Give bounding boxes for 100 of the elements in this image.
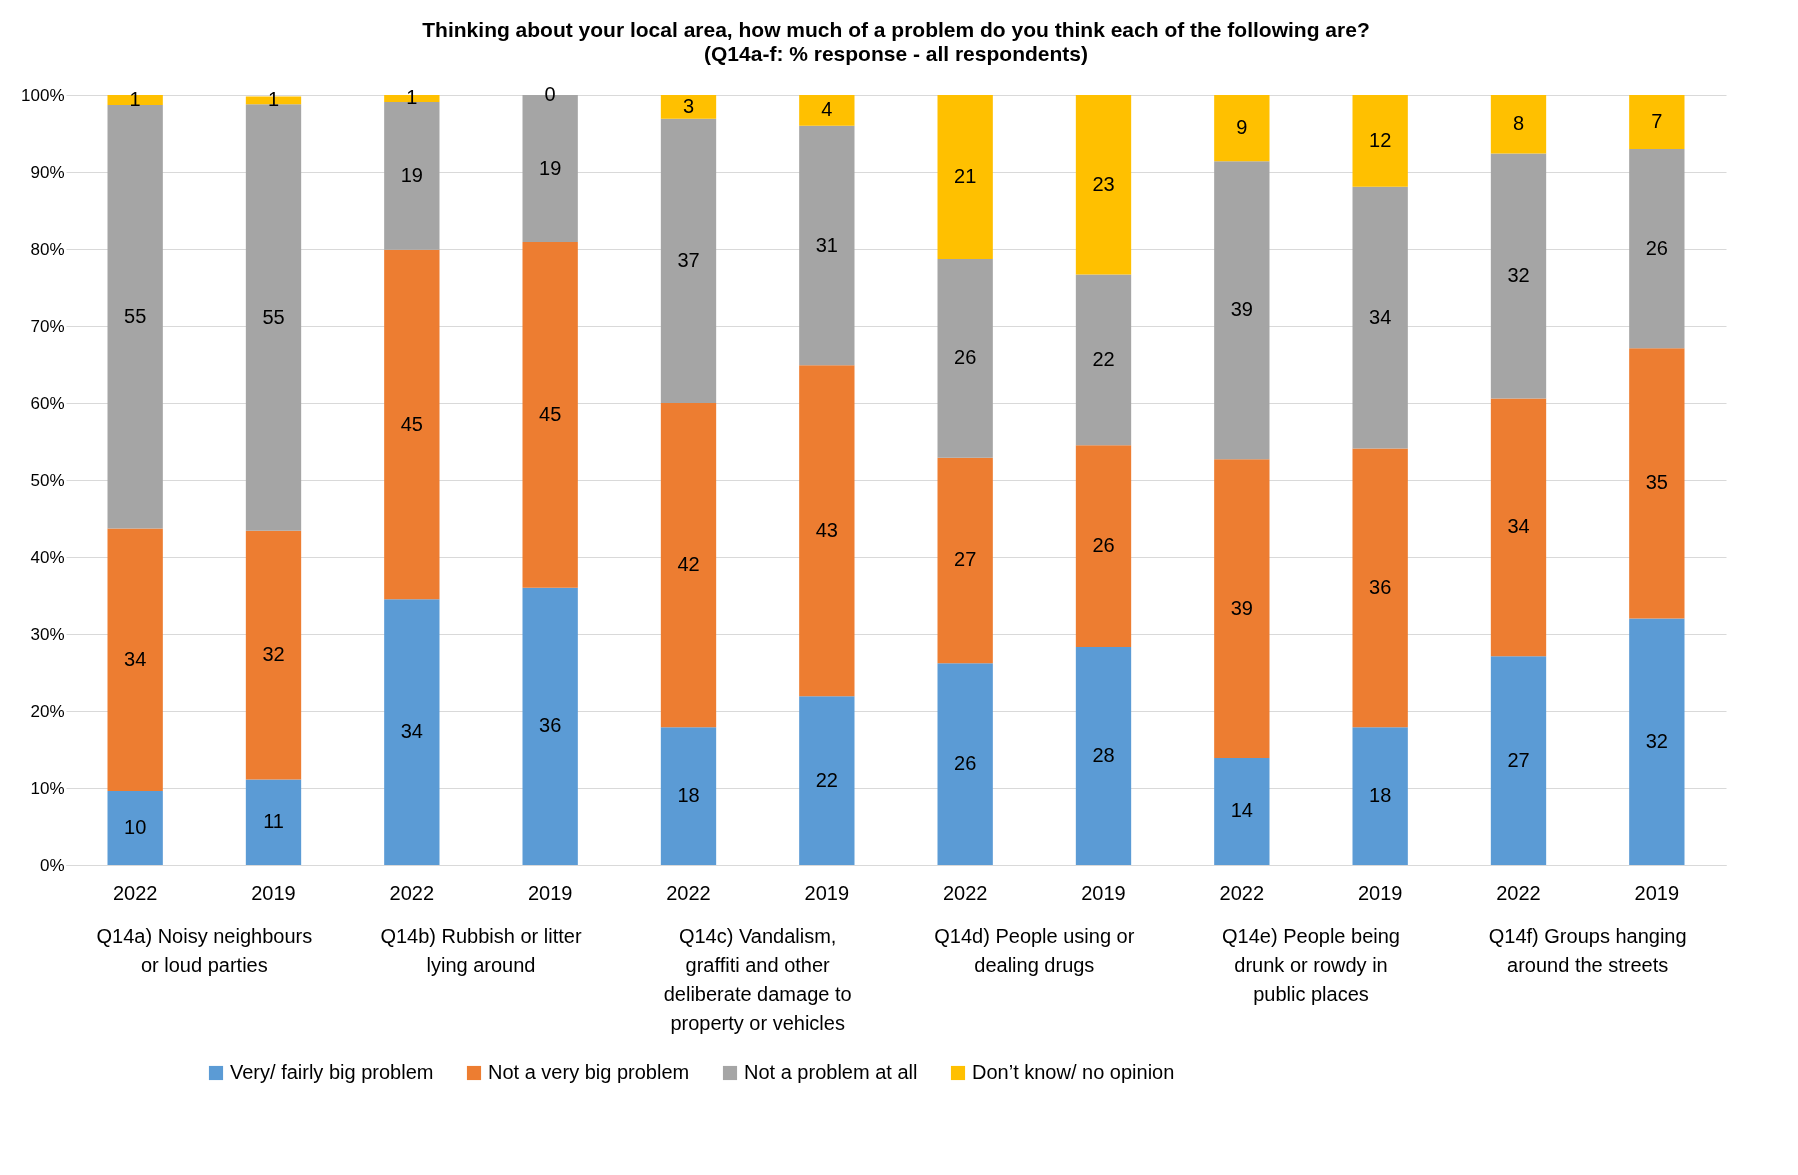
x-tick-label: 2022 bbox=[1219, 881, 1265, 904]
bar bbox=[660, 727, 717, 865]
data-label: 31 bbox=[815, 233, 838, 256]
bar bbox=[1490, 398, 1547, 657]
data-label: 21 bbox=[954, 165, 977, 188]
bar bbox=[1490, 656, 1547, 865]
bar bbox=[1352, 186, 1408, 449]
bar bbox=[1214, 757, 1270, 865]
x-tick-label: 2022 bbox=[666, 881, 711, 904]
data-label: 39 bbox=[1230, 298, 1253, 321]
bar bbox=[799, 696, 855, 865]
data-label: 0 bbox=[544, 83, 556, 105]
bar bbox=[1629, 618, 1685, 865]
bar bbox=[384, 599, 440, 865]
data-label: 45 bbox=[539, 402, 562, 425]
data-label: 34 bbox=[1507, 515, 1530, 538]
bar bbox=[937, 259, 993, 458]
bar bbox=[522, 587, 578, 865]
y-tick-label: 20% bbox=[30, 701, 65, 721]
bar bbox=[384, 249, 440, 600]
legend-label: Very/ fairly big problem bbox=[230, 1061, 434, 1083]
data-label: 1 bbox=[129, 88, 141, 110]
data-label: 39 bbox=[1230, 596, 1253, 619]
data-label: 37 bbox=[677, 248, 700, 271]
text: Q14f) Groups hanging around the streets bbox=[1488, 925, 1687, 976]
data-label: 22 bbox=[815, 768, 838, 791]
bar bbox=[937, 663, 993, 865]
text: Q14a) Noisy neighbours or loud parties bbox=[96, 925, 313, 976]
text: Q14e) People being drunk or rowdy in public places bbox=[1222, 925, 1400, 1005]
data-label: 14 bbox=[1230, 799, 1253, 822]
bar bbox=[799, 95, 855, 126]
data-label: 32 bbox=[1507, 263, 1530, 286]
bar bbox=[1352, 448, 1408, 728]
x-tick-label: 2022 bbox=[112, 881, 158, 904]
data-label: 26 bbox=[1092, 534, 1115, 557]
bar bbox=[937, 457, 993, 664]
x-tick-label: 2019 bbox=[1357, 881, 1403, 904]
bar bbox=[245, 104, 302, 531]
x-tick-label: 2022 bbox=[1496, 881, 1541, 904]
data-label: 43 bbox=[815, 518, 838, 541]
bar bbox=[1352, 95, 1408, 187]
data-label: 26 bbox=[954, 752, 977, 775]
data-label: 26 bbox=[954, 346, 977, 369]
data-label: 8 bbox=[1512, 112, 1525, 135]
data-label: 18 bbox=[677, 784, 700, 807]
text: Q14d) People using or dealing drugs bbox=[934, 925, 1135, 976]
data-label: 28 bbox=[1092, 744, 1115, 767]
data-label: 11 bbox=[263, 810, 284, 833]
data-label: 34 bbox=[400, 720, 423, 743]
y-tick-label: 30% bbox=[30, 624, 65, 644]
bar bbox=[107, 791, 163, 865]
data-label: 34 bbox=[124, 647, 147, 670]
chart-title: Thinking about your local area, how much of a problem do you think each of the following are? bbox=[422, 18, 1370, 41]
text: Q14b) Rubbish or litter lying around bbox=[380, 925, 582, 976]
data-label: 42 bbox=[677, 553, 700, 576]
bar bbox=[107, 528, 163, 792]
data-label: 9 bbox=[1236, 116, 1248, 139]
data-label: 27 bbox=[954, 548, 977, 571]
y-tick-label: 50% bbox=[30, 470, 65, 490]
legend-label: Don’t know/ no opinion bbox=[972, 1061, 1175, 1083]
x-tick-label: 2019 bbox=[527, 881, 573, 904]
x-tick-label: 2022 bbox=[389, 881, 435, 904]
bar bbox=[1214, 459, 1270, 758]
data-label: 55 bbox=[124, 304, 147, 327]
bar bbox=[799, 125, 855, 366]
data-label: 12 bbox=[1369, 128, 1392, 151]
bar bbox=[1075, 95, 1132, 275]
x-tick-label: 2019 bbox=[1081, 881, 1126, 904]
x-tick-label: 2019 bbox=[1634, 881, 1680, 904]
data-label: 32 bbox=[262, 643, 285, 666]
data-label: 36 bbox=[539, 714, 562, 737]
y-tick-label: 60% bbox=[30, 393, 65, 413]
data-label: 26 bbox=[1645, 236, 1668, 259]
data-label: 23 bbox=[1092, 172, 1115, 195]
data-label: 3 bbox=[682, 94, 695, 117]
y-tick-label: 40% bbox=[30, 547, 65, 567]
data-label: 18 bbox=[1369, 784, 1392, 807]
bar bbox=[1075, 274, 1132, 446]
bar bbox=[1629, 148, 1685, 349]
data-label: 32 bbox=[1645, 729, 1668, 752]
data-label: 10 bbox=[124, 816, 147, 839]
bar bbox=[1629, 95, 1685, 149]
legend-label: Not a very big problem bbox=[488, 1061, 690, 1083]
text: Q14c) Vandalism, graffiti and other deliberate damage to property or vehicles bbox=[663, 925, 852, 1034]
y-tick-label: 0% bbox=[39, 855, 65, 875]
bar bbox=[245, 779, 302, 865]
x-tick-label: 2019 bbox=[251, 881, 296, 904]
legend-label: Not a problem at all bbox=[744, 1061, 918, 1083]
bar bbox=[1075, 647, 1132, 865]
data-label: 34 bbox=[1369, 305, 1392, 328]
y-tick-label: 80% bbox=[30, 239, 65, 259]
y-tick-label: 10% bbox=[30, 778, 65, 798]
data-label: 35 bbox=[1645, 471, 1668, 494]
bar bbox=[1214, 161, 1270, 460]
bar bbox=[1075, 445, 1132, 648]
data-label: 19 bbox=[400, 163, 423, 186]
bar bbox=[522, 242, 578, 588]
bar bbox=[1629, 348, 1685, 619]
bar bbox=[660, 118, 717, 403]
data-label: 19 bbox=[539, 156, 562, 179]
